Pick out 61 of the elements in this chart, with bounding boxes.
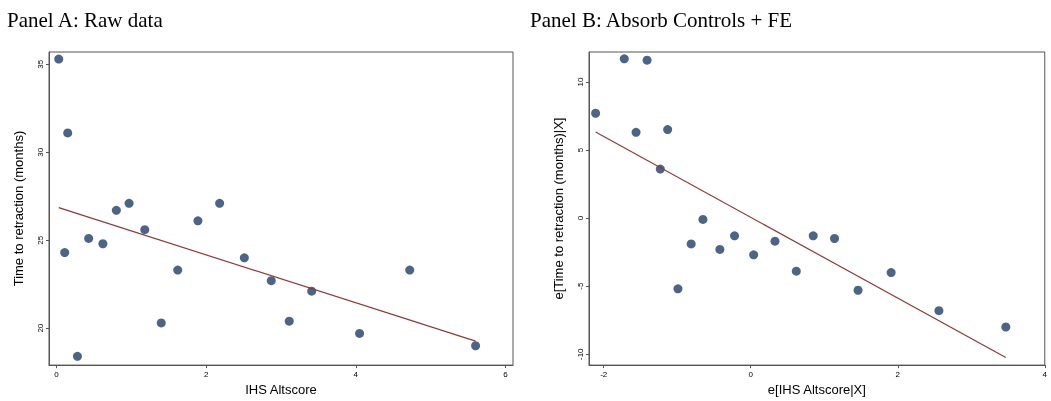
point xyxy=(98,239,108,249)
x-tick-label: 4 xyxy=(353,369,359,379)
x-tick-label: 0 xyxy=(54,369,60,379)
point xyxy=(830,234,840,243)
y-tick-label: 0 xyxy=(575,215,585,221)
point xyxy=(591,108,601,118)
point xyxy=(749,250,759,260)
point xyxy=(173,265,183,275)
point xyxy=(698,214,708,224)
point xyxy=(60,248,70,258)
x-axis-title: e[IHS Altscore|X] xyxy=(767,382,866,397)
y-tick-label: -10 xyxy=(575,347,585,360)
point xyxy=(686,239,696,249)
point xyxy=(642,55,652,65)
chart-title: Panel B: Absorb Controls + FE xyxy=(530,7,793,32)
point xyxy=(715,244,725,254)
point xyxy=(84,233,94,243)
x-tick-label: 6 xyxy=(503,369,509,379)
y-tick-label: 35 xyxy=(35,59,45,69)
point xyxy=(111,205,121,215)
x-tick-label: 0 xyxy=(748,369,754,379)
point xyxy=(673,284,683,294)
point xyxy=(791,266,801,276)
point xyxy=(730,231,740,241)
y-axis-title: Time to retraction (months) xyxy=(11,130,26,287)
x-axis-title: IHS Altscore xyxy=(245,382,317,397)
point xyxy=(239,253,249,263)
point xyxy=(124,198,134,208)
point xyxy=(663,125,673,135)
y-tick-label: 25 xyxy=(35,235,45,245)
point xyxy=(619,54,629,64)
point xyxy=(934,306,944,316)
y-tick-label: 20 xyxy=(35,323,45,333)
x-tick-label: 2 xyxy=(203,369,209,379)
point xyxy=(355,328,365,338)
point xyxy=(156,318,166,328)
point xyxy=(266,276,276,286)
y-tick-label: -5 xyxy=(575,282,585,290)
x-tick-label: -2 xyxy=(600,369,608,379)
y-axis-title: e[Time to retraction (months)|X] xyxy=(551,117,566,300)
point xyxy=(853,285,863,295)
point xyxy=(72,351,82,361)
point xyxy=(193,216,203,226)
point xyxy=(140,225,150,235)
point xyxy=(471,341,481,351)
point xyxy=(886,268,896,278)
point xyxy=(808,231,818,241)
point xyxy=(284,316,294,326)
x-tick-label: 2 xyxy=(895,369,901,379)
y-tick-label: 5 xyxy=(575,147,585,153)
y-tick-label: 30 xyxy=(35,147,45,157)
x-tick-label: 4 xyxy=(1042,369,1048,379)
chart-title: Panel A: Raw data xyxy=(7,7,164,32)
point xyxy=(405,265,415,275)
point xyxy=(54,54,64,64)
point xyxy=(770,236,780,246)
point xyxy=(631,127,641,137)
point xyxy=(215,198,225,208)
y-tick-label: 10 xyxy=(575,76,585,87)
point xyxy=(1001,322,1011,332)
point xyxy=(63,128,73,138)
